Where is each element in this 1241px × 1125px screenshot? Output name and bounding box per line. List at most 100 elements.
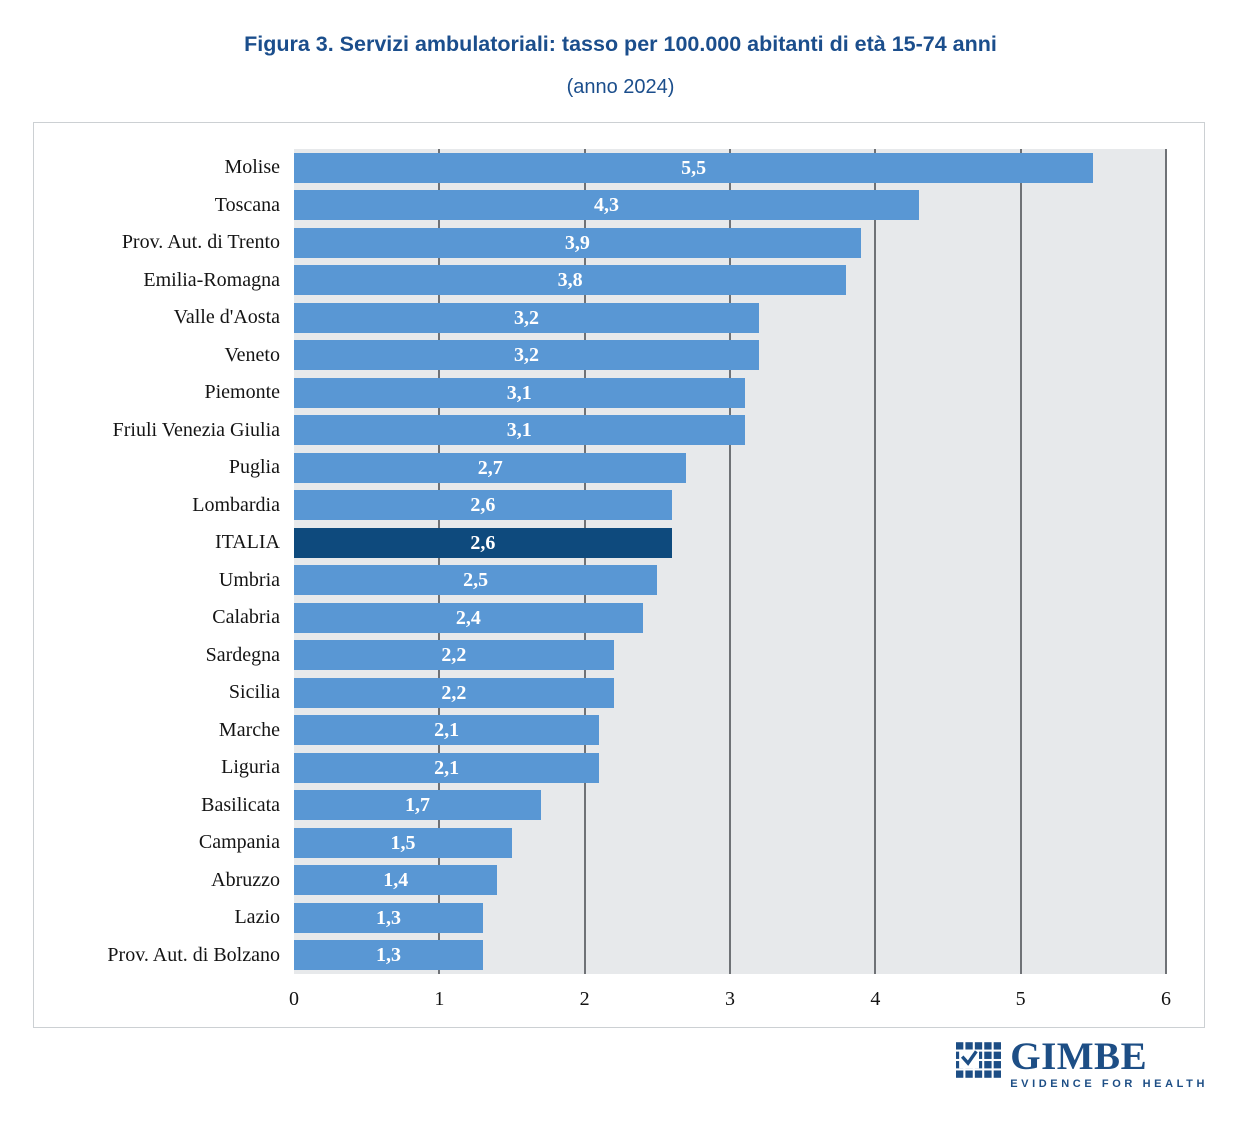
bar-value-label: 1,4: [383, 869, 409, 892]
chart-row: 2,5: [294, 562, 1166, 600]
category-label: Abruzzo: [211, 868, 280, 891]
chart-row: 3,8: [294, 262, 1166, 300]
bar: 1,7: [294, 790, 542, 821]
bar: 2,2: [294, 677, 614, 708]
bar-value-label: 3,1: [506, 381, 532, 404]
chart-row: 3,2: [294, 337, 1166, 375]
bar: 3,9: [294, 227, 861, 258]
chart-row: 2,4: [294, 599, 1166, 637]
x-axis-tick-label: 6: [1161, 988, 1171, 1010]
bar-value-label: 2,5: [463, 569, 489, 592]
bar-value-label: 2,7: [477, 456, 503, 479]
category-label: Puglia: [228, 456, 280, 479]
chart-row: 2,2: [294, 637, 1166, 675]
bar: 3,1: [294, 377, 745, 408]
category-label: Liguria: [221, 756, 280, 779]
category-label: Toscana: [214, 193, 280, 216]
plot-region: 5,5 4,3 3,9 3,8 3,2 3,2 3,1 3,1 2,7 2,6 2,6 2,5 2,4 2…: [294, 149, 1167, 974]
gridline-x-4: [874, 149, 877, 974]
chart-row: 4,3: [294, 187, 1166, 225]
x-axis-tick-label: 0: [289, 988, 299, 1010]
bar-chart: Molise Toscana Prov. Aut. di Trento Emilia-…: [33, 122, 1205, 1028]
bar-value-label: 2,2: [441, 681, 467, 704]
chart-row: 3,1: [294, 374, 1166, 412]
bar-value-label: 3,2: [514, 344, 540, 367]
bar-value-label: 3,2: [514, 306, 540, 329]
bar: 2,7: [294, 452, 687, 483]
chart-row: 3,9: [294, 224, 1166, 262]
bar: 3,2: [294, 340, 760, 371]
bar: 2,6: [294, 490, 672, 521]
category-label: Valle d'Aosta: [173, 306, 280, 329]
category-label: Friuli Venezia Giulia: [112, 418, 280, 441]
x-axis-tick-label: 3: [725, 988, 735, 1010]
bar-value-label: 3,1: [506, 419, 532, 442]
chart-row: 2,7: [294, 449, 1166, 487]
bar: 2,5: [294, 565, 658, 596]
x-axis-tick-label: 1: [434, 988, 445, 1010]
x-axis-tick-label: 2: [579, 988, 590, 1010]
category-label: Campania: [198, 831, 280, 854]
chart-row: 2,6: [294, 524, 1166, 562]
bar: 2,4: [294, 602, 643, 633]
bar-value-label: 1,5: [390, 831, 416, 854]
chart-row: 3,2: [294, 299, 1166, 337]
bars-container: 5,5 4,3 3,9 3,8 3,2 3,2 3,1 3,1 2,7 2,6 2,6 2,5 2,4 2…: [294, 149, 1166, 974]
bar: 5,5: [294, 152, 1094, 183]
bar: 2,1: [294, 715, 600, 746]
category-label: Sicilia: [228, 681, 280, 704]
category-label: Marche: [218, 718, 280, 741]
bar-value-label: 2,2: [441, 644, 467, 667]
category-label: Umbria: [218, 568, 280, 591]
x-axis-tick-label: 4: [870, 988, 881, 1010]
gimbe-logo-grid-icon: [956, 1042, 1002, 1078]
category-label: Veneto: [224, 343, 280, 366]
gridline-x-6: [1165, 149, 1167, 974]
bar: 3,1: [294, 415, 745, 446]
category-label: Calabria: [212, 606, 280, 629]
chart-row: 2,1: [294, 712, 1166, 750]
gimbe-logo-wordmark: GIMBE: [1010, 1035, 1148, 1078]
chart-row: 1,4: [294, 862, 1166, 900]
gridline-x-2: [583, 149, 586, 974]
bar-value-label: 1,3: [375, 906, 401, 929]
chart-row: 2,1: [294, 749, 1166, 787]
bar-value-label: 4,3: [593, 194, 619, 217]
bar: 2,1: [294, 752, 600, 783]
bar: 2,2: [294, 640, 614, 671]
category-axis: Molise Toscana Prov. Aut. di Trento Emilia-…: [34, 149, 294, 974]
bar: 3,8: [294, 265, 847, 296]
chart-row: 1,7: [294, 787, 1166, 825]
bar-value-label: 2,1: [434, 719, 460, 742]
bar: 4,3: [294, 190, 919, 221]
chart-row: 2,6: [294, 487, 1166, 525]
bar-value-label: 2,6: [470, 494, 496, 517]
category-label: Sardegna: [205, 643, 280, 666]
chart-row: 2,2: [294, 674, 1166, 712]
bar-value-label: 2,6: [470, 531, 496, 554]
category-label: Lombardia: [192, 493, 280, 516]
figure-title: Figura 3. Servizi ambulatoriali: tasso p…: [244, 32, 997, 56]
figure-subtitle: (anno 2024): [566, 76, 675, 98]
chart-row: 3,1: [294, 412, 1166, 450]
chart-row: 1,5: [294, 824, 1166, 862]
category-label: ITALIA: [214, 531, 280, 554]
category-label: Lazio: [234, 906, 280, 929]
chart-row: 5,5: [294, 149, 1166, 187]
bar-value-label: 3,9: [564, 231, 590, 254]
x-axis: 0 1 2 3 4 5 6: [289, 974, 1171, 1019]
bar: 1,5: [294, 827, 512, 858]
bar: 3,2: [294, 302, 760, 333]
category-label: Piemonte: [204, 381, 280, 404]
bar-value-label: 2,4: [455, 606, 481, 629]
chart-row: 1,3: [294, 937, 1166, 975]
category-label: Emilia-Romagna: [143, 268, 280, 291]
bar-highlight: 2,6: [294, 527, 672, 558]
category-label: Molise: [224, 156, 280, 179]
bar: 1,3: [294, 902, 483, 933]
chart-row: 1,3: [294, 899, 1166, 937]
category-label: Basilicata: [201, 793, 280, 816]
bar-value-label: 1,7: [405, 794, 431, 817]
category-label: Prov. Aut. di Bolzano: [107, 943, 280, 966]
